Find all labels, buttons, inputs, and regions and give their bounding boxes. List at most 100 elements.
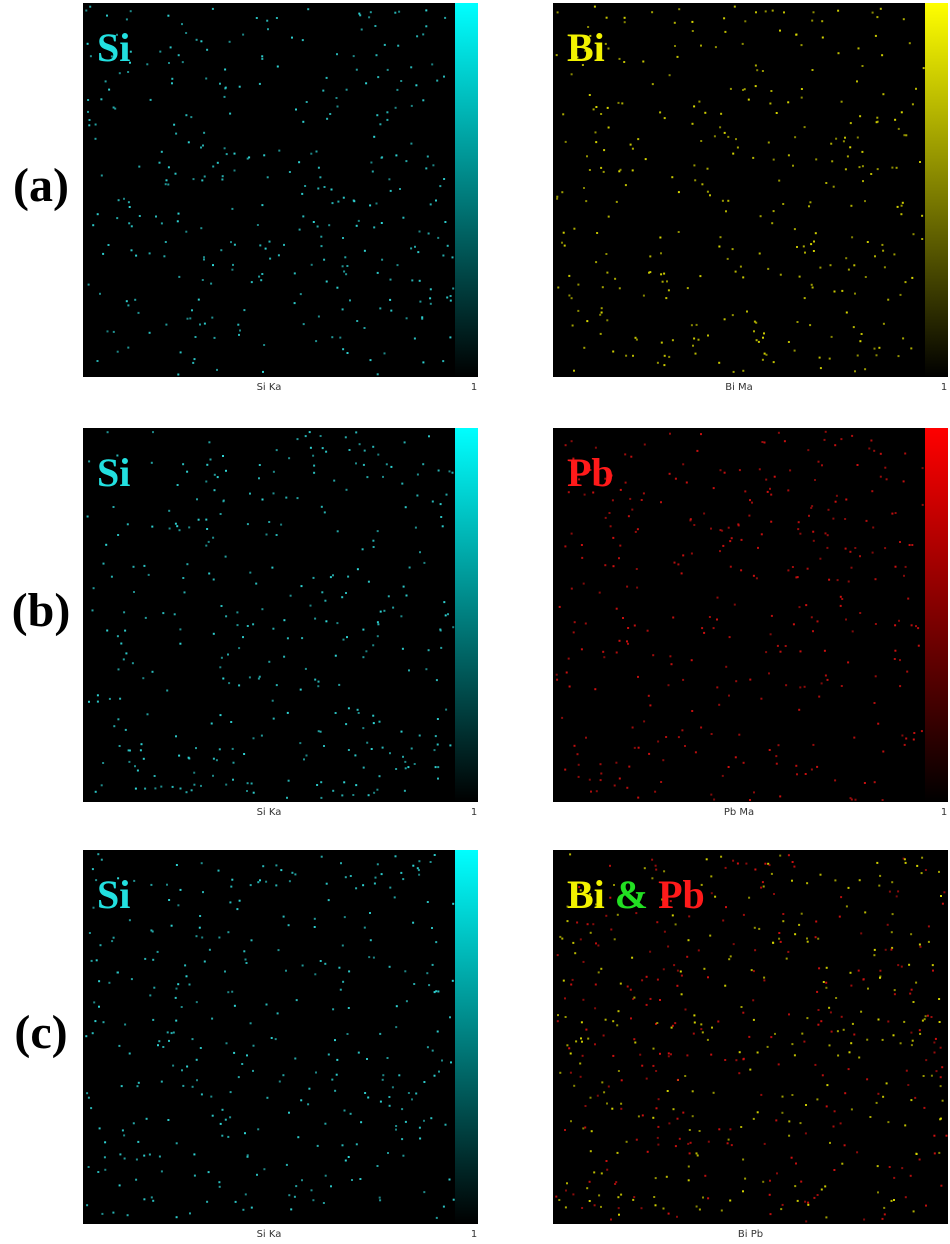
element-dot — [763, 441, 766, 444]
element-dot — [910, 624, 913, 627]
element-dot — [99, 944, 102, 947]
element-dot — [613, 784, 616, 787]
element-dot — [372, 956, 375, 959]
element-dot — [911, 1039, 914, 1042]
element-dot — [791, 861, 794, 863]
element-dot — [879, 452, 882, 455]
element-dot — [800, 44, 803, 47]
element-dot — [875, 1101, 878, 1104]
element-dot — [669, 432, 671, 435]
element-dot — [594, 983, 597, 986]
element-dot — [418, 734, 421, 737]
element-dot — [649, 997, 652, 1000]
element-dot — [246, 790, 248, 792]
element-dot — [227, 653, 229, 656]
element-dot — [248, 676, 251, 679]
element-dot — [768, 864, 771, 867]
element-dot — [230, 885, 233, 888]
element-dot — [128, 760, 131, 763]
element-dot — [422, 99, 425, 102]
element-dot — [174, 996, 177, 999]
element-dot — [895, 895, 898, 898]
element-dot — [783, 440, 786, 443]
element-dot — [353, 200, 356, 203]
element-dot — [712, 487, 715, 490]
element-dot — [128, 206, 131, 208]
element-dot — [837, 52, 840, 55]
element-dot — [419, 300, 422, 303]
element-dot — [395, 1125, 398, 1127]
element-dot — [814, 1063, 817, 1066]
element-dot — [441, 525, 444, 528]
element-dot — [691, 1115, 694, 1118]
element-dot — [219, 714, 222, 717]
element-dot — [716, 618, 718, 621]
element-dot — [918, 1029, 921, 1032]
element-dot — [894, 649, 897, 652]
element-dot — [718, 245, 721, 248]
element-dot — [774, 1032, 776, 1035]
element-dot — [286, 711, 289, 714]
element-dot — [317, 680, 320, 683]
element-dot — [358, 12, 361, 15]
element-dot — [220, 605, 223, 607]
element-dot — [600, 311, 603, 314]
element-dot — [448, 470, 451, 473]
element-dot — [799, 686, 802, 689]
element-dot — [192, 361, 195, 364]
element-dot — [268, 660, 271, 663]
element-dot — [791, 566, 794, 568]
element-dot — [787, 489, 790, 492]
element-dot — [662, 759, 665, 762]
element-dot — [596, 1094, 599, 1097]
element-dot — [635, 912, 638, 915]
element-dot — [295, 999, 298, 1002]
element-dot — [629, 988, 632, 991]
element-dot — [401, 1108, 404, 1111]
element-dot — [789, 469, 792, 472]
element-dot — [257, 881, 260, 884]
element-dot — [104, 1141, 107, 1144]
element-dot — [129, 61, 131, 64]
element-dot — [700, 140, 703, 142]
element-dot — [589, 34, 592, 37]
element-dot — [179, 787, 182, 790]
element-dot — [343, 270, 346, 273]
element-dot — [166, 883, 168, 886]
element-dot — [217, 869, 220, 872]
element-dot — [795, 764, 798, 767]
element-dot — [727, 766, 730, 768]
element-dot — [258, 675, 261, 678]
element-dot — [193, 358, 196, 361]
element-dot — [228, 682, 231, 685]
element-dot — [388, 1104, 391, 1107]
element-dot — [210, 282, 213, 285]
element-dot — [864, 911, 867, 914]
element-dot — [676, 1078, 679, 1081]
element-dot — [816, 620, 819, 623]
element-dot — [107, 244, 110, 246]
element-dot — [844, 547, 847, 550]
element-dot — [826, 678, 829, 681]
element-dot — [296, 438, 299, 441]
element-dot — [117, 877, 120, 880]
element-dot — [580, 544, 583, 546]
element-dot — [186, 563, 189, 566]
element-dot — [752, 999, 755, 1002]
element-dot — [787, 101, 790, 104]
element-dot — [834, 879, 837, 882]
element-dot — [703, 512, 706, 515]
element-dot — [834, 500, 837, 503]
element-dot — [584, 1126, 587, 1129]
element-dot — [106, 431, 109, 434]
element-dot — [791, 1094, 794, 1096]
element-dot — [210, 1095, 213, 1098]
element-dot — [868, 447, 871, 450]
element-dot — [579, 1062, 582, 1065]
element-dot — [313, 926, 316, 928]
element-dot — [401, 1138, 404, 1141]
element-dot — [112, 330, 115, 333]
element-dot — [870, 439, 873, 442]
element-dot — [195, 1001, 198, 1004]
element-dot — [182, 577, 185, 579]
